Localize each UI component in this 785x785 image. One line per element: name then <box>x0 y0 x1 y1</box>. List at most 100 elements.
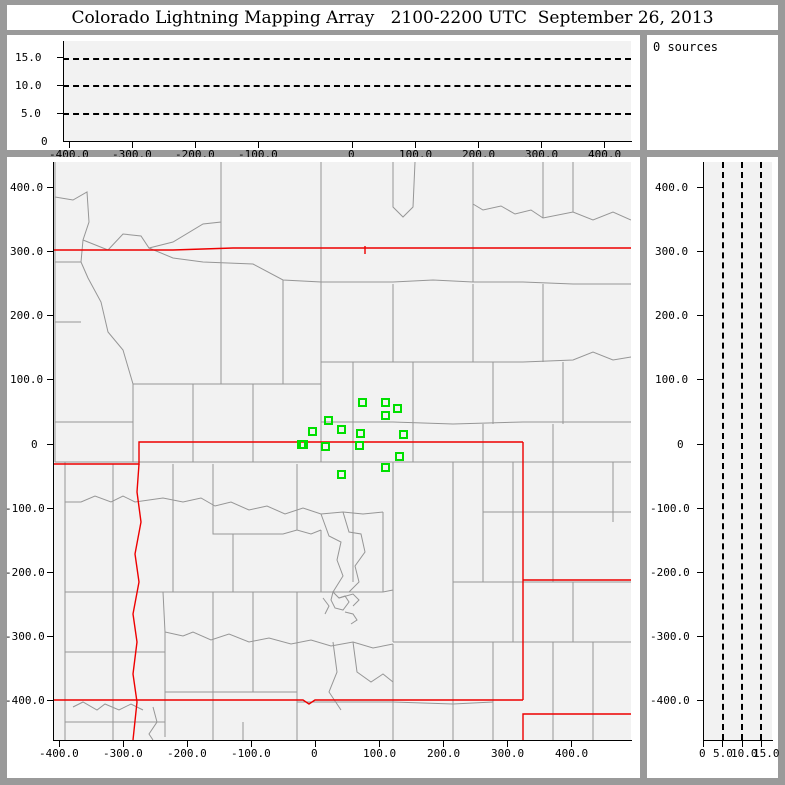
alt-ytick-5 <box>57 113 64 114</box>
map-ylabel-100: 100.0 <box>10 373 44 386</box>
map-xlabel--100: -100.0 <box>231 747 271 760</box>
source-marker <box>356 428 366 438</box>
side-xlabel-0: 0 <box>699 747 706 760</box>
source-marker <box>398 430 408 440</box>
side-xtick-5 <box>722 741 723 747</box>
source-marker <box>381 397 391 407</box>
side-ytick-200 <box>697 315 704 316</box>
map-xlabel-200: 200.0 <box>427 747 461 760</box>
map-xlabel-0: 0 <box>311 747 318 760</box>
gridline-v-15 <box>760 162 763 740</box>
source-count-label: 0 sources <box>653 40 719 54</box>
alt-ylabel-10: 10.0 <box>15 79 42 92</box>
map-ytick-0 <box>47 444 54 445</box>
alt-ylabel-0: 0 <box>41 135 48 148</box>
state-borders <box>53 246 631 740</box>
map-xlabel-400: 400.0 <box>555 747 589 760</box>
map-ytick--400 <box>47 700 54 701</box>
side-axis-bottom <box>703 740 773 741</box>
map-ytick--100 <box>47 508 54 509</box>
map-ylabel--100: -100.0 <box>5 502 45 515</box>
map-xtick--300 <box>123 741 124 747</box>
source-marker <box>395 452 405 462</box>
side-ylabel--100: -100.0 <box>650 502 690 515</box>
source-marker <box>355 441 365 451</box>
map-xlabel-100: 100.0 <box>363 747 397 760</box>
map-geometry <box>53 162 631 740</box>
side-xlabel-5: 5.0 <box>713 747 733 760</box>
title-bar: Colorado Lightning Mapping Array 2100-22… <box>7 5 778 30</box>
alt-xtick--400 <box>69 142 70 148</box>
map-ytick--300 <box>47 636 54 637</box>
map-ylabel--200: -200.0 <box>5 566 45 579</box>
alt-ylabel-15: 15.0 <box>15 51 42 64</box>
altitude-east-west-panel: 15.0 10.0 5.0 0 -400.0 -300.0 -200.0 -10… <box>7 35 640 161</box>
gridline-v-5 <box>722 162 725 740</box>
source-marker <box>380 462 390 472</box>
map-ylabel-400: 400.0 <box>10 181 44 194</box>
gridline-10 <box>63 85 631 88</box>
source-marker <box>321 442 331 451</box>
map-ylabel-0: 0 <box>31 438 38 451</box>
map-xlabel-300: 300.0 <box>491 747 525 760</box>
altitude-east-west-plot <box>63 41 631 141</box>
alt-xtick-0 <box>352 142 353 148</box>
side-ytick--100 <box>697 508 704 509</box>
source-marker <box>298 440 308 450</box>
map-xtick-300 <box>507 741 508 747</box>
alt-ytick-15 <box>57 57 64 58</box>
source-marker <box>393 404 403 414</box>
alt-xtick-200 <box>478 142 479 148</box>
side-ylabel--300: -300.0 <box>650 630 690 643</box>
source-marker <box>324 416 333 426</box>
alt-xtick-100 <box>415 142 416 148</box>
side-xtick-0 <box>703 741 704 747</box>
map-xtick-400 <box>571 741 572 747</box>
map-xlabel--300: -300.0 <box>103 747 143 760</box>
map-xtick--400 <box>59 741 60 747</box>
side-ylabel-0: 0 <box>677 438 684 451</box>
alt-ylabel-5: 5.0 <box>21 107 41 120</box>
side-ylabel-200: 200.0 <box>655 309 689 322</box>
page-title: Colorado Lightning Mapping Array 2100-22… <box>71 7 714 28</box>
side-ytick--200 <box>697 572 704 573</box>
gridline-15 <box>63 57 631 60</box>
side-xlabel-15: 15.0 <box>753 747 780 760</box>
map-ytick--200 <box>47 572 54 573</box>
side-ylabel-400: 400.0 <box>655 181 689 194</box>
source-marker <box>336 470 346 480</box>
map-plot-area <box>53 162 631 740</box>
county-borders <box>54 162 631 740</box>
side-xtick-15 <box>761 741 762 747</box>
gridline-5 <box>63 113 631 116</box>
side-ylabel-100: 100.0 <box>655 373 689 386</box>
map-xtick--100 <box>251 741 252 747</box>
map-ylabel--300: -300.0 <box>5 630 45 643</box>
map-ylabel-300: 300.0 <box>10 245 44 258</box>
alt-xtick--200 <box>195 142 196 148</box>
side-ylabel--200: -200.0 <box>650 566 690 579</box>
map-ytick-100 <box>47 379 54 380</box>
alt-xtick-400 <box>604 142 605 148</box>
map-ylabel--400: -400.0 <box>5 694 45 707</box>
side-xlabel-10: 10.0 <box>731 747 758 760</box>
gridline-v-10 <box>741 162 744 740</box>
alt-xtick--300 <box>132 142 133 148</box>
side-ytick-100 <box>697 379 704 380</box>
map-xtick--200 <box>187 741 188 747</box>
alt-xtick--100 <box>258 142 259 148</box>
source-marker <box>381 410 391 420</box>
map-xtick-200 <box>443 741 444 747</box>
altitude-north-south-panel: 400.0 300.0 200.0 100.0 0 -100.0 -200.0 … <box>647 157 780 778</box>
side-ytick-300 <box>697 251 704 252</box>
source-marker <box>307 426 317 436</box>
source-marker <box>336 424 346 434</box>
side-ytick--400 <box>697 700 704 701</box>
map-xlabel--400: -400.0 <box>39 747 79 760</box>
source-count-panel: 0 sources <box>647 35 778 150</box>
map-ylabel-200: 200.0 <box>10 309 44 322</box>
map-axis-bottom <box>53 740 632 741</box>
map-axis-left <box>53 162 54 741</box>
alt-xlabel-0: 0 <box>348 148 355 161</box>
